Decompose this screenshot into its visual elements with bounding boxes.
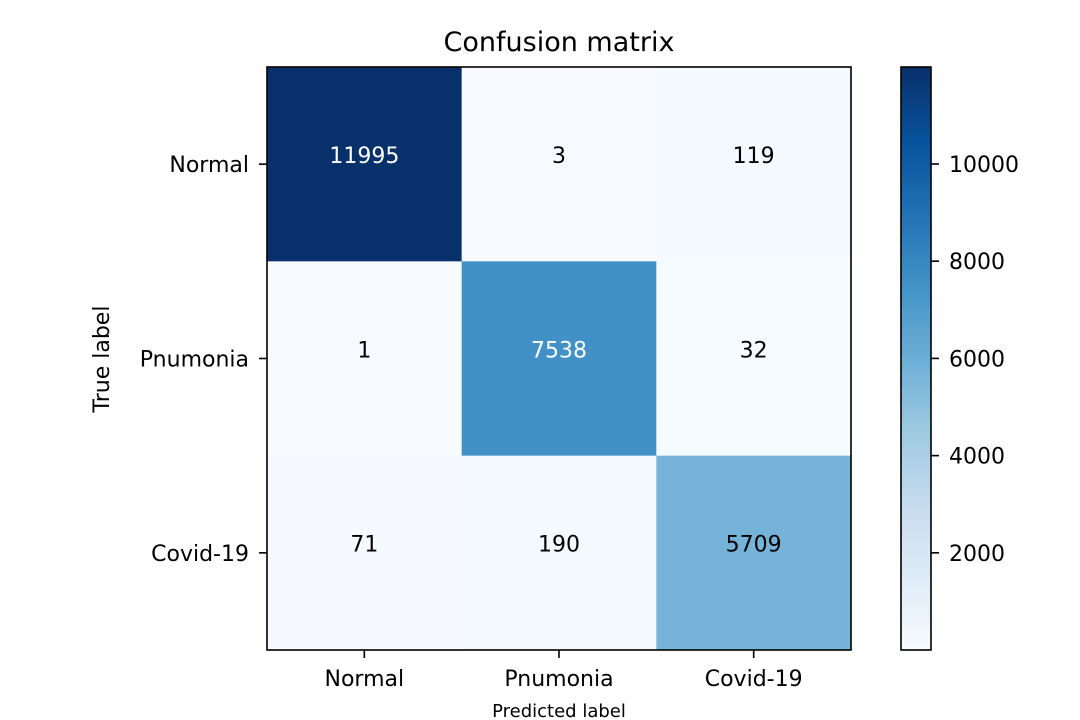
y-axis-label: True label: [90, 306, 115, 414]
x-tick-label: Pnumonia: [504, 667, 613, 692]
cell-value-label: 1: [357, 338, 371, 363]
colorbar-tick-label: 6000: [949, 347, 1005, 372]
cell-value-labels: 11995 3 119 1 7538 32 71 190 5709: [329, 144, 781, 558]
cell-value-label: 11995: [329, 144, 399, 169]
heatmap-cell: [461, 261, 657, 457]
heatmap-cell: [461, 455, 657, 651]
heatmap-cell: [461, 67, 657, 262]
heatmap-cell: [656, 67, 852, 262]
cell-value-label: 190: [538, 533, 580, 558]
y-axis-ticks: Normal Pnumonia Covid-19: [140, 153, 267, 567]
heatmap-cell: [267, 67, 463, 262]
x-tick-label: Covid-19: [705, 667, 803, 692]
colorbar-ticks: 2000 4000 6000 8000 10000: [931, 153, 1019, 567]
heatmap-cell: [267, 455, 463, 651]
cell-value-label: 5709: [726, 533, 782, 558]
y-tick-label: Pnumonia: [140, 348, 249, 373]
y-tick-label: Normal: [169, 153, 249, 178]
colorbar-tick-label: 10000: [949, 153, 1019, 178]
colorbar-tick-label: 2000: [949, 542, 1005, 567]
cell-value-label: 71: [350, 533, 378, 558]
cell-value-label: 3: [552, 144, 566, 169]
colorbar: [900, 66, 932, 651]
heatmap-cell: [656, 455, 852, 651]
cell-value-label: 32: [740, 338, 768, 363]
cell-value-label: 119: [733, 144, 775, 169]
x-axis-label: Predicted label: [492, 701, 626, 720]
heatmap-cell: [656, 261, 852, 457]
chart-title: Confusion matrix: [444, 27, 675, 58]
colorbar-tick-label: 8000: [949, 250, 1005, 275]
heatmap-cell: [267, 261, 463, 457]
x-axis-ticks: Normal Pnumonia Covid-19: [325, 650, 803, 692]
x-tick-label: Normal: [325, 667, 405, 692]
y-tick-label: Covid-19: [151, 542, 249, 567]
heatmap-cells: [267, 67, 852, 651]
cell-value-label: 7538: [531, 338, 587, 363]
colorbar-tick-label: 4000: [949, 445, 1005, 470]
